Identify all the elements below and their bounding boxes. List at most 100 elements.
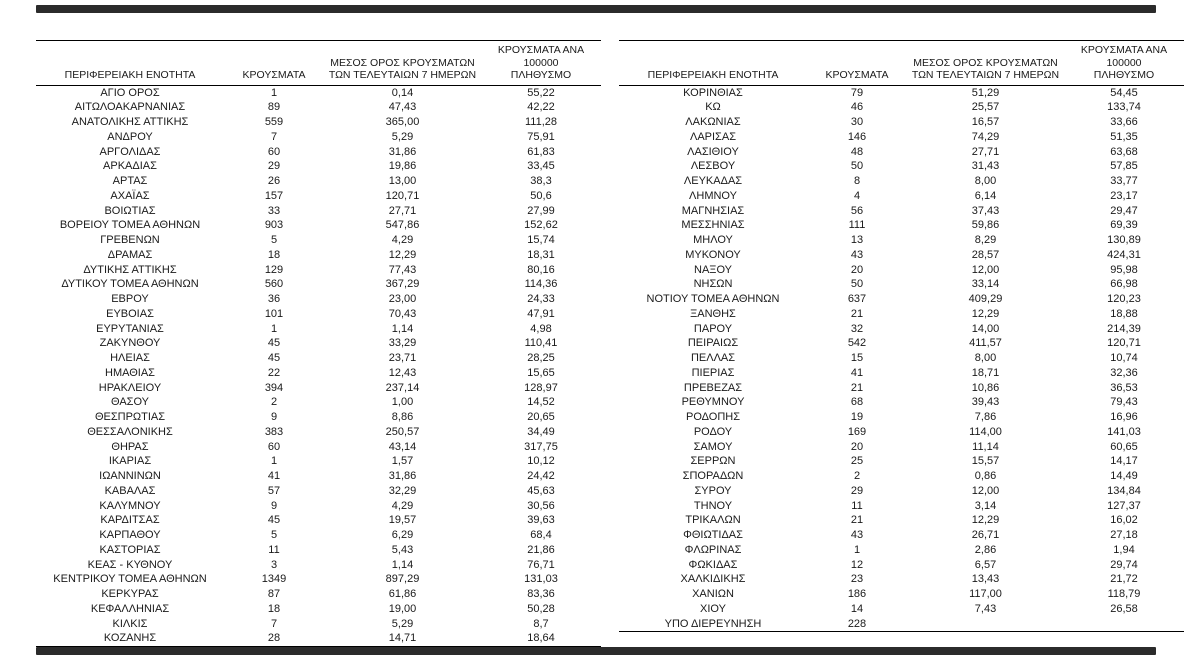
cases-per-100k-cell: 21,86 (527, 543, 555, 556)
avg-cases-7d-cell: 15,57 (971, 455, 1000, 468)
table-row: ΑΙΤΩΛΟΑΚΑΡΝΑΝΙΑΣ 89 47,43 42,22 (36, 100, 601, 115)
cases-per-100k-cell: 20,65 (527, 411, 555, 423)
cases-per-100k-cell: 30,56 (527, 499, 555, 512)
region-cell: ΚΑΣΤΟΡΙΑΣ (99, 543, 161, 556)
cases-per-100k-cell: 75,91 (527, 130, 555, 143)
region-cell: ΛΗΜΝΟΥ (689, 189, 737, 202)
cases-cell: 23 (850, 573, 864, 586)
region-cell: ΚΑΡΔΙΤΣΑΣ (100, 514, 160, 527)
avg-cases-7d-cell: 11,14 (972, 440, 999, 453)
cases-cell: 383 (264, 425, 284, 438)
table-row: ΒΟΡΕΙΟΥ ΤΟΜΕΑ ΑΘΗΝΩΝ 903 547,86 152,62 (36, 218, 601, 233)
region-cell: ΚΑΛΥΜΝΟΥ (99, 499, 161, 512)
avg-cases-7d-cell: 8,00 (974, 352, 997, 364)
cases-per-100k-cell: 38,3 (530, 175, 552, 187)
table-row: ΣΑΜΟΥ 20 11,14 60,65 (619, 440, 1184, 455)
avg-cases-7d-cell: 411,57 (969, 337, 1002, 350)
table-row: ΡΕΘΥΜΝΟΥ 68 39,43 79,43 (619, 395, 1184, 410)
region-cell: ΠΕΙΡΑΙΩΣ (687, 337, 739, 350)
cases-per-100k-cell: 80,16 (527, 263, 555, 276)
cases-per-100k-cell: 18,64 (527, 632, 555, 645)
avg-cases-7d-cell: 70,43 (388, 307, 417, 320)
cases-per-100k-cell: 61,83 (527, 145, 555, 158)
cases-per-100k-cell: 111,28 (524, 116, 557, 128)
cases-per-100k-cell: 128,97 (524, 381, 558, 394)
region-cell: ΛΑΡΙΣΑΣ (689, 130, 736, 143)
avg-cases-7d-cell: 5,29 (391, 617, 414, 630)
cases-per-100k-cell: 27,18 (1110, 529, 1138, 541)
table-row: ΘΗΡΑΣ 60 43,14 317,75 (36, 440, 601, 455)
region-cell: ΠΙΕΡΙΑΣ (691, 366, 735, 379)
cases-cell: 1 (270, 322, 278, 335)
avg-cases-7d-cell: 13,00 (388, 175, 417, 187)
table-row: ΑΧΑΪΑΣ 157 120,71 50,6 (36, 189, 601, 204)
avg-cases-7d-cell: 7,43 (974, 602, 997, 615)
cases-per-100k-cell: 152,62 (524, 219, 558, 232)
region-cell: ΘΕΣΣΑΛΟΝΙΚΗΣ (87, 425, 173, 438)
table-row: ΕΥΒΟΙΑΣ 101 70,43 47,91 (36, 307, 601, 322)
cases-per-100k-cell: 83,36 (527, 588, 555, 600)
region-cell: ΙΩΑΝΝΙΝΩΝ (99, 470, 161, 482)
cases-per-100k-cell: 28,25 (527, 352, 555, 364)
cases-per-100k-cell: 14,52 (527, 396, 555, 409)
cases-per-100k-cell: 14,49 (1110, 470, 1138, 482)
region-cell: ΝΑΞΟΥ (694, 263, 732, 276)
cases-cell: 1 (270, 86, 278, 99)
region-cell: ΦΛΩΡΙΝΑΣ (684, 543, 742, 556)
avg-cases-7d-cell: 23,00 (388, 293, 417, 305)
region-cell: ΔΡΑΜΑΣ (107, 248, 153, 261)
region-cell: ΔΥΤΙΚΗΣ ΑΤΤΙΚΗΣ (83, 263, 177, 276)
region-cell: ΚΟΖΑΝΗΣ (103, 632, 157, 645)
table-row: ΕΒΡΟΥ 36 23,00 24,33 (36, 292, 601, 307)
cases-per-100k-cell: 34,49 (527, 425, 555, 438)
table-row: ΛΑΣΙΘΙΟΥ 48 27,71 63,68 (619, 145, 1184, 160)
avg-cases-7d-cell: 12,00 (971, 484, 1000, 497)
tables-container: ΠΕΡΙΦΕΡΕΙΑΚΗ ΕΝΟΤΗΤΑ ΚΡΟΥΣΜΑΤΑ ΜΕΣΟΣ ΟΡΟΣ … (36, 40, 1184, 647)
cases-cell: 903 (264, 219, 284, 232)
region-cell: ΑΡΓΟΛΙΔΑΣ (99, 145, 161, 158)
table-row: ΙΚΑΡΙΑΣ 1 1,57 10,12 (36, 454, 601, 469)
region-cell: ΧΑΝΙΩΝ (692, 588, 734, 600)
avg-cases-7d-cell: 37,43 (971, 204, 1000, 217)
cases-per-100k-cell: 42,22 (527, 101, 555, 114)
avg-cases-7d-cell: 77,43 (388, 263, 417, 276)
table-row: ΡΟΔΟΥ 169 114,00 141,03 (619, 425, 1184, 440)
column-header: ΜΕΣΟΣ ΟΡΟΣ ΚΡΟΥΣΜΑΤΩΝ ΤΩΝ ΤΕΛΕΥΤΑΙΩΝ 7 Η… (328, 56, 477, 82)
table-body-right: ΚΟΡΙΝΘΙΑΣ 79 51,29 54,45 ΚΩ 46 25,57 133,74 ΛΑΚΩ… (619, 85, 1184, 632)
table-row: ΠΕΛΛΑΣ 15 8,00 10,74 (619, 351, 1184, 366)
cases-cell: 7 (270, 130, 278, 143)
region-cell: ΤΡΙΚΑΛΩΝ (685, 514, 741, 527)
avg-cases-7d-cell: 114,00 (969, 425, 1002, 438)
cases-cell: 87 (267, 588, 281, 600)
table-row: ΘΕΣΠΡΩΤΙΑΣ 9 8,86 20,65 (36, 410, 601, 425)
column-header: ΜΕΣΟΣ ΟΡΟΣ ΚΡΟΥΣΜΑΤΩΝ ΤΩΝ ΤΕΛΕΥΤΑΙΩΝ 7 Η… (911, 56, 1060, 82)
cases-cell: 32 (850, 322, 864, 335)
avg-cases-7d-cell: 8,29 (974, 234, 997, 246)
avg-cases-7d-cell: 39,43 (971, 396, 1000, 409)
region-cell: ΣΠΟΡΑΔΩΝ (682, 470, 744, 482)
avg-cases-7d-cell: 23,71 (388, 352, 417, 364)
cases-cell: 60 (267, 440, 281, 453)
cases-cell: 559 (264, 116, 284, 128)
table-row: ΚΕΑΣ - ΚΥΘΝΟΥ 3 1,14 76,71 (36, 558, 601, 573)
cases-per-100k-cell: 33,45 (527, 160, 555, 173)
region-cell: ΖΑΚΥΝΘΟΥ (99, 337, 161, 350)
cases-per-100k-cell: 66,98 (1110, 278, 1138, 291)
region-cell: ΙΚΑΡΙΑΣ (108, 455, 152, 468)
table-row: ΚΕΡΚΥΡΑΣ 87 61,86 83,36 (36, 587, 601, 602)
cases-per-100k-cell: 130,89 (1107, 234, 1141, 246)
table-row: ΝΟΤΙΟΥ ΤΟΜΕΑ ΑΘΗΝΩΝ 637 409,29 120,23 (619, 292, 1184, 307)
cases-cell: 43 (850, 529, 864, 541)
column-header: ΚΡΟΥΣΜΑΤΑ (242, 69, 306, 81)
header-row: ΠΕΡΙΦΕΡΕΙΑΚΗ ΕΝΟΤΗΤΑ ΚΡΟΥΣΜΑΤΑ ΜΕΣΟΣ ΟΡΟΣ … (36, 40, 601, 85)
table-row: ΜΕΣΣΗΝΙΑΣ 111 59,86 69,39 (619, 218, 1184, 233)
cases-per-100k-cell: 63,68 (1110, 145, 1138, 158)
cases-per-100k-cell: 14,17 (1110, 455, 1138, 468)
cases-cell: 46 (850, 101, 864, 114)
table-row: ΚΑΡΠΑΘΟΥ 5 6,29 68,4 (36, 528, 601, 543)
region-cell: ΜΥΚΟΝΟΥ (685, 248, 741, 261)
cases-cell: 18 (267, 248, 281, 261)
table-row: ΑΝΔΡΟΥ 7 5,29 75,91 (36, 130, 601, 145)
bottom-divider-bar (36, 647, 1156, 655)
avg-cases-7d-cell: 43,14 (388, 440, 417, 453)
